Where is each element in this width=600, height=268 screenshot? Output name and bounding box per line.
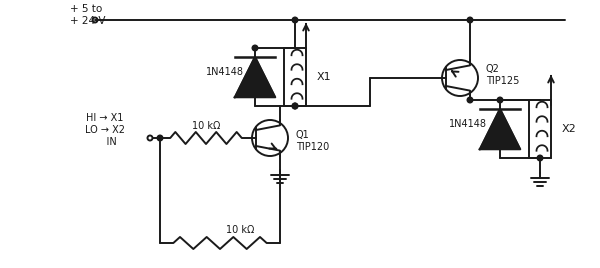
Text: Q2
TIP125: Q2 TIP125 [486,64,520,86]
Circle shape [252,45,258,51]
Circle shape [292,103,298,109]
Text: 1N4148: 1N4148 [449,119,487,129]
Text: 10 kΩ: 10 kΩ [226,225,254,235]
Circle shape [467,17,473,23]
Circle shape [292,17,298,23]
Bar [284,48,306,106]
Text: X2: X2 [562,124,577,134]
Circle shape [467,97,473,103]
Polygon shape [480,109,520,149]
Text: HI → X1
LO → X2
    IN: HI → X1 LO → X2 IN [85,113,125,147]
Text: 1N4148: 1N4148 [206,67,244,77]
Circle shape [537,155,543,161]
Text: Q1
TIP120: Q1 TIP120 [296,130,329,152]
Text: X1: X1 [317,72,332,82]
Text: 10 kΩ: 10 kΩ [192,121,220,131]
Circle shape [157,135,163,141]
Bar [529,100,551,158]
Polygon shape [235,57,275,97]
Circle shape [497,97,503,103]
Text: + 5 to
+ 24 V: + 5 to + 24 V [70,4,106,26]
Circle shape [292,103,298,109]
